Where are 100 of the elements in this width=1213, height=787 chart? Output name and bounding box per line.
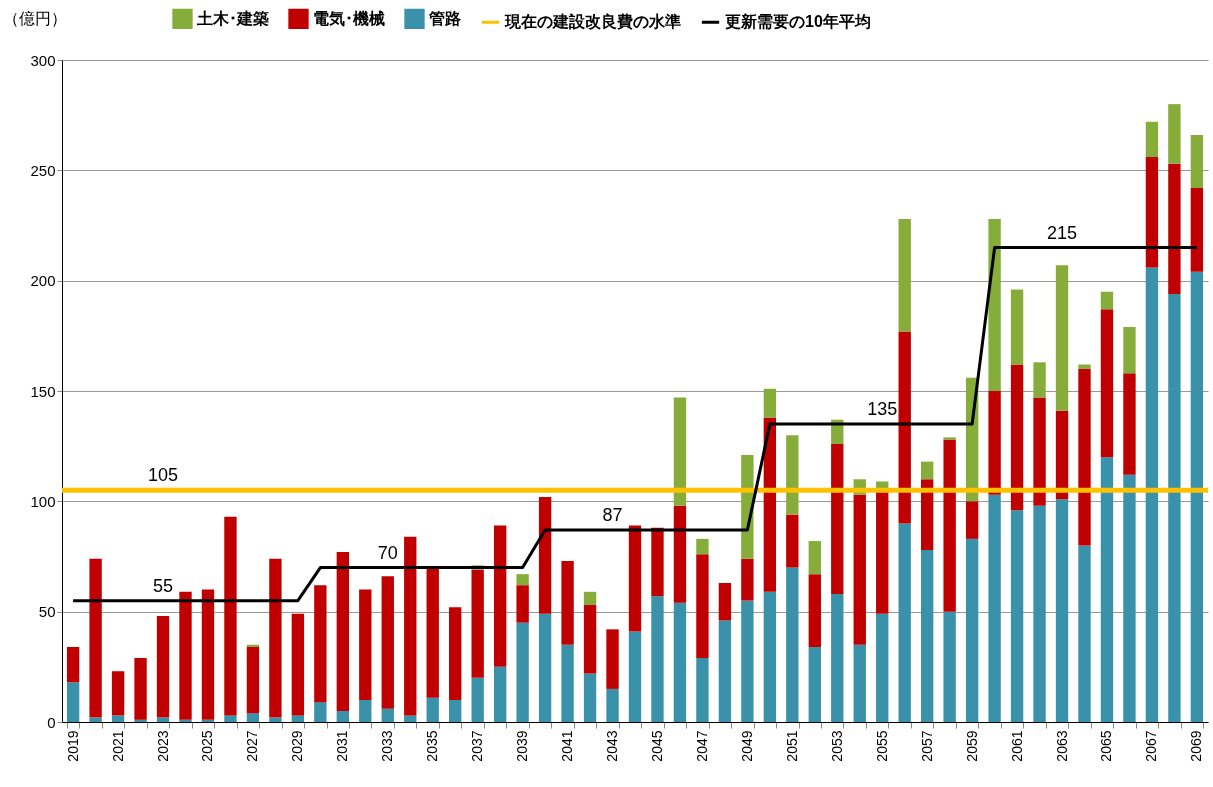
bar — [763, 417, 777, 592]
bar — [831, 594, 844, 722]
bar — [965, 501, 979, 539]
bar — [1078, 364, 1091, 369]
bar — [1100, 457, 1114, 722]
legend-label: 土木･建築 — [196, 9, 269, 27]
annotation: 135 — [867, 399, 898, 420]
y-tick-label: 50 — [38, 603, 56, 621]
bar — [718, 620, 732, 722]
bar — [1145, 157, 1159, 268]
bar — [831, 443, 844, 595]
bar — [516, 585, 529, 623]
annotation: 215 — [1047, 222, 1078, 243]
bar — [876, 613, 889, 722]
bar — [718, 582, 732, 621]
bar — [1033, 397, 1046, 506]
annotation: 105 — [148, 465, 179, 486]
x-tick-label: 2047 — [693, 730, 710, 762]
bar — [651, 527, 664, 597]
bar — [1033, 362, 1046, 398]
bar — [561, 560, 574, 645]
bar — [1055, 265, 1069, 411]
bar — [1078, 368, 1091, 546]
bar — [404, 715, 417, 722]
x-tick-label: 2069 — [1188, 730, 1205, 762]
bar — [1190, 187, 1204, 272]
bar — [336, 710, 350, 722]
bar — [471, 569, 484, 678]
bar — [134, 719, 147, 722]
x-tick-label: 2063 — [1053, 730, 1070, 762]
bar — [741, 558, 754, 601]
bar — [1123, 474, 1136, 722]
bar — [111, 715, 125, 722]
bar — [538, 496, 552, 614]
legend-label: 更新需要の10年平均 — [725, 13, 871, 31]
y-tick-label: 200 — [30, 272, 56, 290]
annotation: 70 — [377, 542, 398, 563]
bar — [336, 552, 350, 711]
bar — [583, 605, 597, 674]
bar — [1190, 135, 1204, 188]
bar — [628, 631, 642, 722]
x-tick-label: 2039 — [514, 730, 531, 762]
bar — [426, 567, 439, 698]
bar — [426, 697, 439, 722]
bar — [786, 435, 799, 515]
bar — [291, 613, 305, 716]
bar — [246, 713, 260, 722]
legend-label: 管路 — [428, 9, 461, 27]
bar — [853, 644, 866, 722]
bar — [606, 688, 619, 722]
bar — [179, 591, 192, 720]
bar — [988, 494, 1001, 722]
x-tick-label: 2041 — [559, 730, 576, 762]
x-tick-label: 2027 — [244, 730, 261, 762]
bar — [763, 388, 777, 418]
x-tick-label: 2059 — [963, 730, 980, 762]
bar — [493, 525, 507, 667]
bar — [314, 585, 327, 703]
bar — [763, 591, 777, 722]
bar — [786, 514, 799, 568]
legend-label: 電気･機械 — [313, 9, 385, 27]
bar — [269, 717, 282, 722]
bar — [1100, 291, 1114, 310]
bar — [673, 602, 687, 722]
x-tick-label: 2057 — [918, 730, 935, 762]
bar — [876, 481, 889, 489]
bar — [808, 574, 821, 647]
y-tick-label: 100 — [30, 492, 56, 510]
bar — [853, 494, 866, 645]
bar — [449, 607, 462, 700]
bar — [201, 589, 215, 720]
bar — [651, 596, 664, 722]
bar — [741, 600, 754, 722]
bar — [1010, 289, 1024, 365]
bar — [943, 611, 956, 722]
bar — [1123, 327, 1136, 374]
line-series — [71, 246, 1199, 603]
x-tick-label: 2053 — [828, 730, 845, 762]
bar — [224, 715, 237, 722]
bar — [314, 702, 327, 722]
bar — [1168, 104, 1181, 164]
bar — [786, 567, 799, 722]
bar — [583, 591, 597, 606]
bar — [673, 505, 687, 603]
bar — [224, 516, 237, 716]
x-tick-label: 2045 — [648, 730, 665, 762]
bar — [1190, 271, 1204, 722]
bar — [1168, 293, 1181, 722]
bar — [179, 719, 192, 722]
bar — [449, 699, 462, 722]
bar — [606, 629, 619, 689]
annotation: 87 — [602, 505, 623, 526]
bar — [538, 613, 552, 722]
x-tick-label: 2023 — [154, 730, 171, 762]
bar — [920, 549, 934, 722]
x-tick-label: 2067 — [1143, 730, 1160, 762]
bar — [808, 541, 821, 575]
y-tick-label: 150 — [30, 382, 56, 400]
bar — [965, 538, 979, 722]
x-tick-label: 2055 — [873, 730, 890, 762]
